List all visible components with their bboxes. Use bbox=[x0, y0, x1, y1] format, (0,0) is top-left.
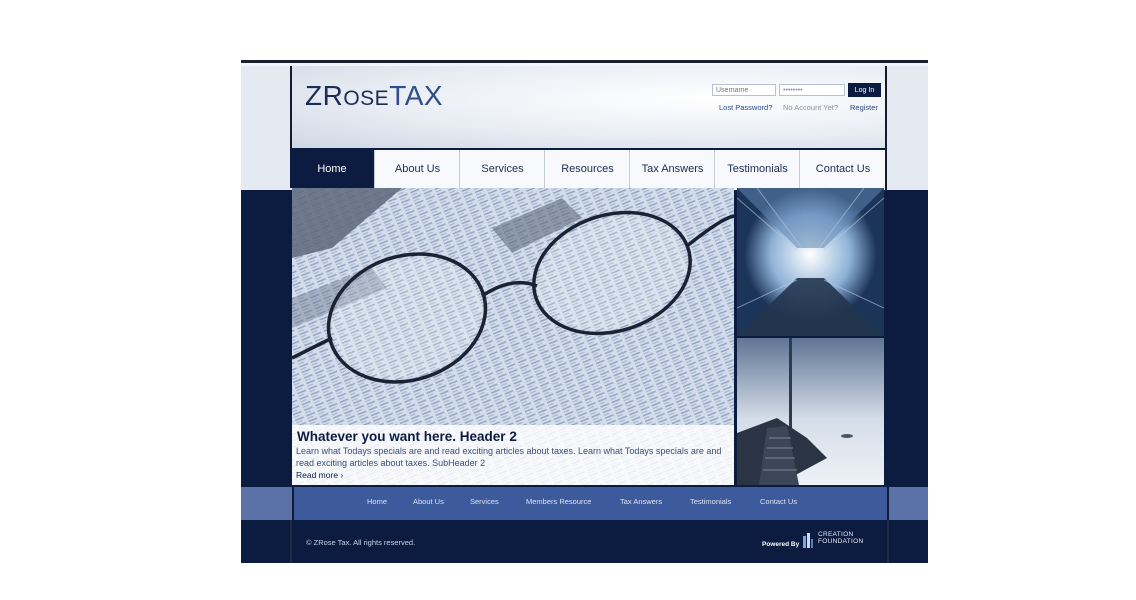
pier-image bbox=[737, 338, 884, 485]
login-button[interactable]: Log In bbox=[848, 83, 881, 97]
nav-item-resources[interactable]: Resources bbox=[544, 150, 630, 188]
nav-item-contact-us[interactable]: Contact Us bbox=[799, 150, 886, 188]
creation-logo-text: CREATION FOUNDATION bbox=[818, 531, 864, 545]
main-nav: Home About Us Services Resources Tax Ans… bbox=[290, 148, 885, 190]
hero-title: Whatever you want here. Header 2 bbox=[297, 429, 517, 444]
footer-link-contact-us[interactable]: Contact Us bbox=[760, 497, 798, 506]
nav-item-testimonials[interactable]: Testimonials bbox=[714, 150, 800, 188]
corridor-photo bbox=[737, 188, 884, 336]
nav-item-tax-answers[interactable]: Tax Answers bbox=[629, 150, 715, 188]
username-input[interactable] bbox=[712, 84, 776, 96]
footer-link-members-resource[interactable]: Members Resource bbox=[526, 497, 592, 506]
password-input[interactable] bbox=[779, 84, 845, 96]
site-header: ZROSETAX Log In Lost Password? No Accoun… bbox=[241, 60, 928, 190]
logo-small-text: OSE bbox=[343, 87, 390, 110]
hero-banner[interactable]: Whatever you want here. Header 2 Learn w… bbox=[292, 188, 734, 485]
logo-banner: ZROSETAX Log In Lost Password? No Accoun… bbox=[292, 66, 885, 148]
footer-link-home[interactable]: Home bbox=[367, 497, 388, 506]
glasses-on-newspaper-image bbox=[292, 188, 734, 485]
hero-text: Learn what Todays specials are and read … bbox=[296, 446, 722, 468]
footer-link-services[interactable]: Services bbox=[470, 497, 499, 506]
header-left-strip bbox=[241, 66, 292, 190]
pier-photo bbox=[737, 338, 884, 485]
register-link[interactable]: Register bbox=[850, 103, 878, 112]
lost-password-link[interactable]: Lost Password? bbox=[719, 103, 773, 112]
hero-caption: Whatever you want here. Header 2 Learn w… bbox=[292, 425, 734, 485]
copyright-text: © ZRose Tax. All rights reserved. bbox=[306, 538, 416, 547]
corridor-image bbox=[737, 188, 884, 336]
logo-main-text: ZR bbox=[305, 80, 344, 111]
logo-tax-text: TAX bbox=[389, 80, 444, 111]
site-logo[interactable]: ZROSETAX bbox=[305, 80, 443, 112]
nav-item-home[interactable]: Home bbox=[290, 150, 374, 188]
creation-line-2: FOUNDATION bbox=[818, 538, 864, 545]
footer-link-tax-answers[interactable]: Tax Answers bbox=[620, 497, 663, 506]
site-footer: © ZRose Tax. All rights reserved. Powere… bbox=[241, 520, 928, 563]
nav-item-about-us[interactable]: About Us bbox=[374, 150, 460, 188]
read-more-link[interactable]: Read more › bbox=[296, 470, 344, 480]
creation-foundation-logo[interactable]: CREATION FOUNDATION bbox=[802, 530, 872, 550]
footer-nav: Home About Us Services Members Resource … bbox=[292, 487, 889, 520]
footer-link-testimonials[interactable]: Testimonials bbox=[690, 497, 732, 506]
no-account-text: No Account Yet? bbox=[783, 103, 839, 112]
login-form: Log In Lost Password? No Account Yet? Re… bbox=[712, 83, 882, 123]
creation-logo-icon bbox=[803, 533, 813, 548]
header-right-strip bbox=[885, 66, 928, 190]
nav-item-services[interactable]: Services bbox=[459, 150, 545, 188]
creation-line-1: CREATION bbox=[818, 531, 854, 538]
footer-link-about-us[interactable]: About Us bbox=[413, 497, 444, 506]
footer-inner: © ZRose Tax. All rights reserved. Powere… bbox=[290, 520, 889, 563]
website-frame: ZROSETAX Log In Lost Password? No Accoun… bbox=[241, 60, 928, 563]
powered-by-label: Powered By bbox=[762, 541, 800, 548]
